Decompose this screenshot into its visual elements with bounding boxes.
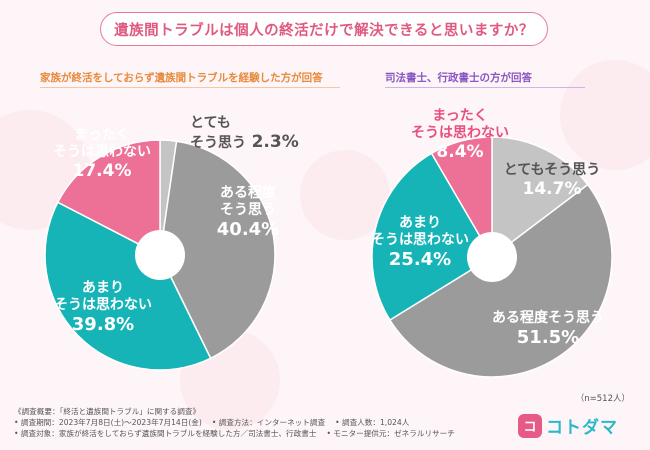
left-label-not-much: あまり そうは思わない 39.8% [38, 280, 168, 335]
left-label-not-at-all-text1: まったく [74, 127, 130, 143]
right-label-very-much: とてもそう思う 14.7% [492, 162, 612, 199]
right-pie-slice-2 [371, 152, 494, 322]
left-label-not-at-all-value: 17.4% [72, 160, 132, 181]
right-label-not-at-all-text2: そうは思わない [411, 124, 509, 141]
survey-footer: 《調査概要：「終活と遺族間トラブル」に関する調査》 • 調査期間：2023年7月… [14, 406, 455, 439]
left-label-somewhat-value: 40.4% [216, 218, 280, 240]
logo-mark-icon: コ [518, 413, 542, 438]
footer-count: • 調査人数：1,024人 [335, 418, 410, 427]
right-label-not-at-all-text1: まったく [432, 108, 488, 124]
right-label-not-at-all-value: 8.4% [436, 141, 484, 162]
footer-period: • 調査期間：2023年7月8日(土)～2023年7月14日(金) [14, 418, 202, 427]
left-label-somewhat-text1: ある程度 [220, 185, 276, 201]
left-label-very-much-text2: そう思う [190, 134, 246, 151]
left-label-somewhat: ある程度 そう思う 40.4% [198, 185, 298, 240]
footer-heading: 《調査概要：「終活と遺族間トラブル」に関する調査》 [14, 407, 201, 416]
right-pie-slice-3 [430, 136, 493, 260]
right-label-not-much-value: 25.4% [388, 248, 452, 270]
right-pie-chart [371, 136, 613, 378]
left-label-not-much-text2: そうは思わない [54, 296, 152, 313]
left-label-not-much-text1: あまり [82, 280, 124, 296]
left-pie-slice-3 [56, 139, 161, 257]
left-label-somewhat-text2: そう思う [220, 201, 276, 218]
left-subtitle-underline [40, 87, 340, 88]
left-label-very-much-text1: とても [190, 115, 231, 131]
chart-title: 遺族間トラブルは個人の終活だけで解決できると思いますか？ [100, 12, 548, 46]
logo-text: コトダマ [546, 418, 618, 438]
right-label-somewhat-value: 51.5% [516, 326, 580, 348]
right-label-not-much-text1: あまり [399, 215, 441, 231]
footer-monitor: • モニター提供元：ゼネラルリサーチ [326, 429, 455, 438]
left-label-not-at-all-text2: そうは思わない [53, 143, 151, 160]
left-label-not-at-all: まったく そうは思わない 17.4% [42, 127, 162, 181]
right-label-not-much-text2: そうは思わない [371, 231, 469, 248]
right-subtitle-underline [385, 87, 585, 88]
right-label-somewhat-text: ある程度そう思う [492, 310, 604, 326]
brand-logo: コ コトダマ [518, 413, 618, 438]
right-pie-center-hole [467, 232, 517, 282]
right-label-not-at-all: まったく そうは思わない 8.4% [400, 108, 520, 162]
left-pie-chart [44, 139, 276, 371]
left-label-not-much-value: 39.8% [71, 313, 135, 335]
left-pie-slice-1 [159, 140, 276, 360]
right-label-somewhat: ある程度そう思う 51.5% [478, 310, 618, 348]
left-label-very-much: とても そう思う 2.3% [190, 115, 299, 152]
sample-size-note: （n=512人） [575, 394, 630, 404]
left-chart-subtitle: 家族が終活をしておらず遺族間トラブルを経験した方が回答 [40, 72, 323, 84]
left-pie-slice-2 [44, 201, 212, 371]
left-label-very-much-value: 2.3% [251, 131, 299, 152]
right-pie-slice-0 [491, 136, 589, 259]
footer-method: • 調査方法：インターネット調査 [211, 418, 326, 427]
footer-target: • 調査対象：家族が終活をしておらず遺族間トラブルを経験した方／司法書士、行政書… [14, 429, 317, 438]
right-label-very-much-text: とてもそう思う [503, 162, 601, 178]
right-pie-slice-1 [388, 183, 613, 378]
left-pie-center-hole [135, 230, 185, 280]
right-chart-subtitle: 司法書士、行政書士の方が回答 [385, 72, 532, 84]
right-label-very-much-value: 14.7% [522, 178, 582, 199]
right-label-not-much: あまり そうは思わない 25.4% [365, 215, 475, 270]
